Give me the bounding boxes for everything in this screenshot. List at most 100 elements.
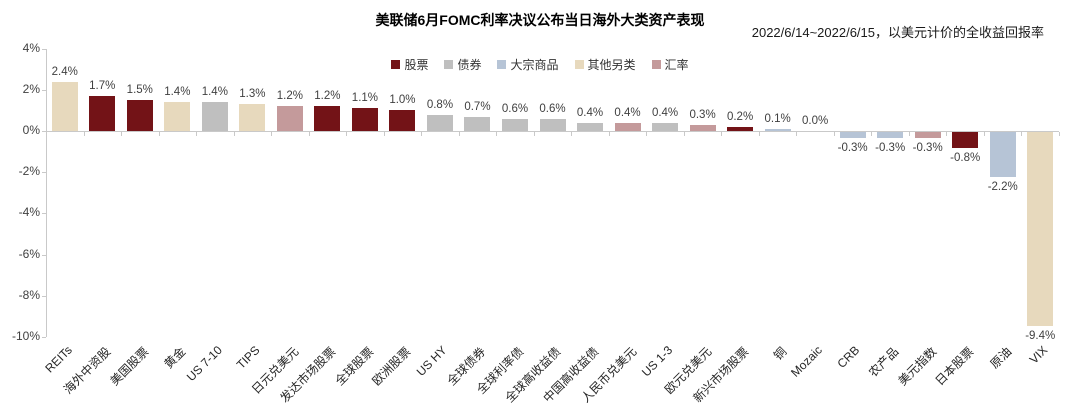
y-axis-tick [42,213,46,215]
bar-REITs [51,81,78,131]
bar-中国高收益债 [577,122,604,131]
y-axis-tick [42,295,46,297]
x-axis-tick [158,132,160,136]
x-axis-tick [833,132,835,136]
legend-item: 债券 [444,56,481,73]
bar-美国股票 [126,100,153,131]
bar-value-label: 0.4% [651,106,679,119]
bar-value-label: 0.8% [426,98,454,111]
bar-美元指数 [914,132,941,139]
bar-海外中资股 [89,95,116,131]
y-axis-tick [42,48,46,50]
y-axis-tick [42,89,46,91]
bar-TIPS [239,104,266,131]
bar-原油 [989,132,1016,178]
bar-黄金 [164,102,191,131]
legend-label: 股票 [404,58,429,72]
legend-swatch-icon [444,60,454,69]
bar-人民币兑美元 [614,122,641,131]
bar-value-label: 1.0% [389,94,416,107]
y-axis-tick-label: -4% [18,205,40,220]
x-axis-tick [983,132,985,136]
y-axis-tick-label: -2% [18,164,40,179]
x-axis-tick [608,132,610,136]
bar-value-label: 1.1% [351,92,379,105]
bar-value-label: 1.2% [314,90,341,103]
x-axis-line [46,131,1059,132]
chart-legend: 股票 债券 大宗商品 其他另类 汇率 [0,56,1080,73]
bar-value-label: -0.3% [875,142,906,155]
bar-value-label: -2.2% [987,181,1018,194]
x-axis-tick [271,132,273,136]
x-axis-tick [421,132,423,136]
legend-label: 债券 [457,58,482,72]
x-axis-tick [196,132,198,136]
x-axis-tick [83,132,85,136]
x-axis-tick [871,132,873,136]
x-axis-tick [496,132,498,136]
bar-VIX [1027,132,1054,326]
bar-铜 [764,128,791,131]
x-axis-tick [1021,132,1023,136]
y-axis-tick [42,131,46,132]
x-axis-tick [908,132,910,136]
x-axis-category-label: REITs [42,343,75,376]
bar-CRB [839,132,866,139]
x-axis-tick [121,132,123,136]
y-axis-tick [42,337,46,338]
bar-value-label: 0.3% [689,108,716,121]
x-axis-tick [46,132,47,136]
legend-swatch-icon [391,60,401,69]
x-axis-tick [721,132,723,136]
y-axis-tick-label: -10% [11,329,40,343]
x-axis-category-label: 日本股票 [932,344,977,389]
bar-value-label: 0.4% [576,106,604,119]
y-axis-tick-label: -6% [18,246,40,261]
legend-label: 汇率 [664,58,689,72]
bar-value-label: 1.2% [276,90,303,103]
bar-US 1-3 [652,122,679,131]
bar-value-label: 1.4% [164,86,191,99]
bar-欧洲股票 [389,110,416,131]
x-axis-tick [646,132,648,136]
bar-US 7-10 [201,102,228,131]
bar-value-label: 2.4% [51,65,78,78]
bar-value-label: -9.4% [1025,329,1056,342]
bar-value-label: 0.2% [726,110,754,123]
x-axis-tick [1059,132,1060,136]
bar-欧元兑美元 [689,124,716,131]
x-axis-tick [458,132,460,136]
x-axis-category-label: 美国股票 [107,344,152,389]
chart-title: 美联储6月FOMC利率决议公布当日海外大类资产表现 [375,12,705,28]
bar-value-label: 1.5% [126,84,153,97]
y-axis-tick [42,172,46,174]
y-axis-line [46,48,47,337]
bar-全球利率债 [501,118,528,131]
x-axis-tick [308,132,310,136]
x-axis-tick [571,132,573,136]
y-axis-tick [42,254,46,256]
x-axis-category-label: 美元指数 [895,344,940,389]
bar-日元兑美元 [276,106,303,131]
x-axis-category-label: US 7-10 [183,343,225,385]
legend-item: 汇率 [651,56,689,73]
bar-value-label: 0.6% [501,102,529,115]
x-axis-category-label: US 1-3 [638,343,675,380]
x-axis-tick [533,132,535,136]
x-axis-category-label: TIPS [233,343,263,372]
x-axis-category-label: 原油 [987,344,1015,372]
x-axis-category-label: 黄金 [161,344,189,372]
bar-US HY [426,114,453,131]
x-axis-tick [383,132,385,136]
bar-全球债券 [464,116,491,131]
bar-新兴市场股票 [727,126,754,131]
x-axis-category-label: 全球股票 [332,344,377,389]
bar-value-label: -0.8% [950,152,981,165]
x-axis-tick [346,132,348,136]
x-axis-category-label: US HY [414,343,450,379]
bar-value-label: 0.4% [614,106,641,119]
bar-value-label: 0.7% [464,100,491,113]
x-axis-category-label: CRB [834,343,863,371]
legend-swatch-icon [497,60,507,69]
